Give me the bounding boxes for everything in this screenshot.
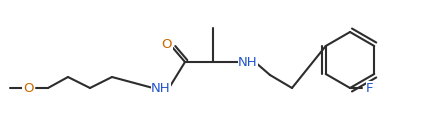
Text: O: O xyxy=(162,38,172,51)
Text: NH: NH xyxy=(238,55,258,69)
Text: O: O xyxy=(23,82,33,94)
Text: NH: NH xyxy=(151,82,171,94)
Text: F: F xyxy=(366,82,374,94)
